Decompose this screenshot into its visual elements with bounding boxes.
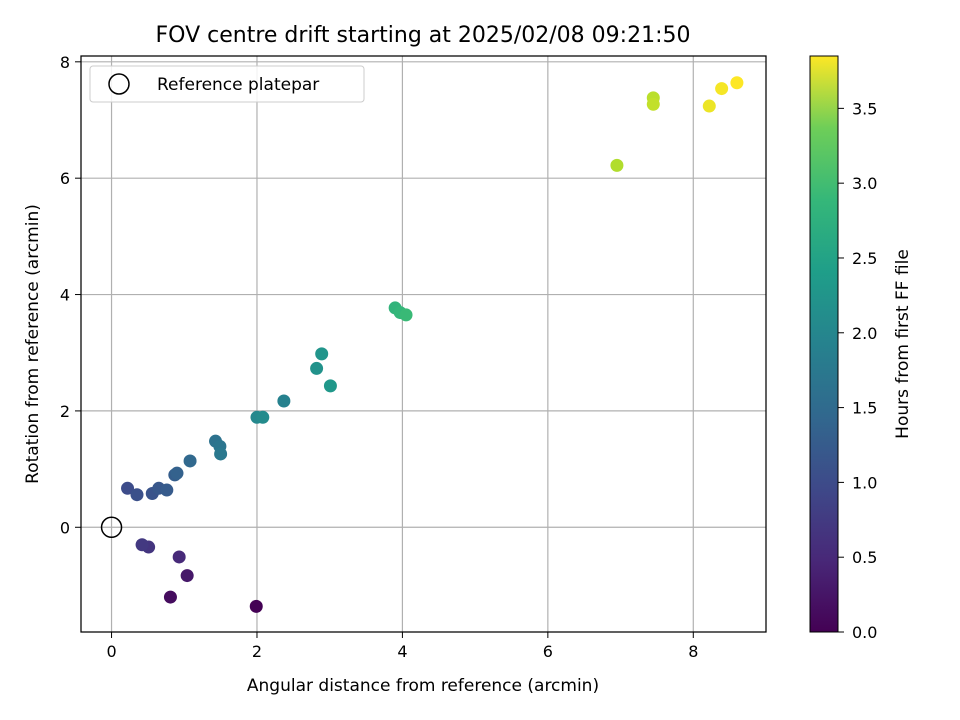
data-points [121, 76, 744, 613]
data-point [315, 347, 329, 361]
x-tick-label: 6 [543, 642, 553, 661]
colorbar: 0.0 0.5 1.0 1.5 2.0 2.5 3.0 3.5 Hours from firs… [809, 55, 913, 642]
plot-frame [80, 55, 767, 633]
x-axis: 0 2 4 6 8 [106, 632, 698, 661]
reference-marker [100, 516, 123, 539]
y-tick-label: 4 [60, 286, 70, 305]
data-point [310, 361, 324, 375]
data-point [183, 454, 197, 468]
colorbar-tick-label: 2.5 [852, 249, 877, 268]
legend: Reference platepar [89, 65, 365, 103]
data-point [323, 379, 337, 393]
data-point [214, 447, 228, 461]
colorbar-tick-label: 3.0 [852, 174, 877, 193]
y-tick-label: 2 [60, 402, 70, 421]
x-tick-label: 0 [106, 642, 116, 661]
data-point [163, 590, 177, 604]
colorbar-tick-label: 2.0 [852, 324, 877, 343]
data-point [249, 599, 263, 613]
data-point [730, 76, 744, 90]
colorbar-tick-label: 0.5 [852, 548, 877, 567]
data-point [135, 538, 149, 552]
colorbar-gradient [809, 55, 839, 633]
y-tick-label: 8 [60, 53, 70, 72]
legend-reference-marker [108, 73, 130, 95]
data-point [160, 483, 174, 497]
colorbar-label: Hours from first FF file [893, 249, 913, 439]
data-point [399, 308, 413, 322]
colorbar-tick-label: 1.5 [852, 399, 877, 418]
data-point [180, 569, 194, 583]
x-tick-label: 2 [252, 642, 262, 661]
colorbar-tick-label: 3.5 [852, 99, 877, 118]
y-axis-label: Rotation from reference (arcmin) [23, 204, 43, 484]
y-axis: 0 2 4 6 8 [60, 53, 81, 537]
x-tick-label: 8 [688, 642, 698, 661]
grid-lines [81, 56, 766, 632]
x-axis-label: Angular distance from reference (arcmin) [247, 676, 599, 696]
legend-label: Reference platepar [157, 75, 319, 95]
data-point [702, 99, 716, 113]
legend-box [89, 65, 365, 103]
data-point [172, 550, 186, 564]
y-tick-label: 0 [60, 518, 70, 537]
data-point [256, 410, 270, 424]
data-point [277, 394, 291, 408]
data-point [646, 97, 660, 111]
chart-title: FOV centre drift starting at 2025/02/08 … [156, 23, 691, 48]
reference-marker-group [100, 516, 123, 539]
data-point [715, 82, 729, 96]
colorbar-tick-label: 0.0 [852, 623, 877, 642]
colorbar-tick-label: 1.0 [852, 473, 877, 492]
data-point [170, 466, 184, 480]
data-point [130, 488, 144, 502]
y-tick-label: 6 [60, 169, 70, 188]
data-point [610, 158, 624, 172]
data-point [121, 481, 135, 495]
x-tick-label: 4 [397, 642, 407, 661]
colorbar-ticks: 0.0 0.5 1.0 1.5 2.0 2.5 3.0 3.5 [838, 99, 877, 642]
